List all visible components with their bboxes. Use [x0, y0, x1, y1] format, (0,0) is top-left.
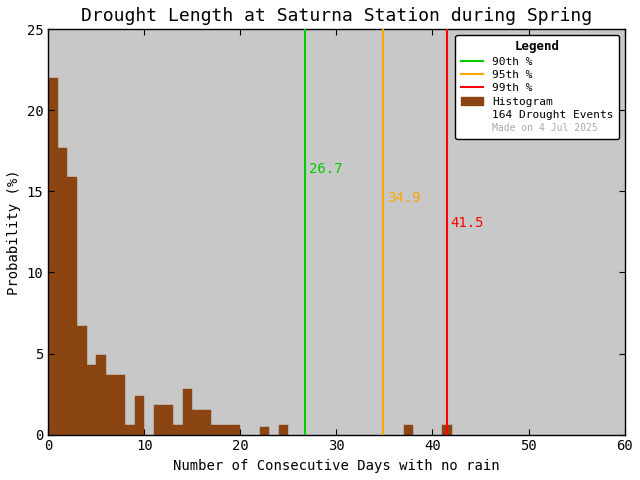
- Bar: [221, 425, 230, 434]
- Bar: [154, 406, 163, 434]
- Bar: [48, 78, 58, 434]
- Bar: [404, 425, 413, 434]
- Bar: [173, 425, 182, 434]
- Bar: [134, 396, 144, 434]
- Bar: [67, 177, 77, 434]
- Bar: [163, 406, 173, 434]
- Text: 26.7: 26.7: [308, 162, 342, 176]
- Bar: [192, 410, 202, 434]
- Bar: [125, 425, 134, 434]
- Bar: [58, 148, 67, 434]
- Legend: 90th %, 95th %, 99th %, Histogram, 164 Drought Events, Made on 4 Jul 2025: 90th %, 95th %, 99th %, Histogram, 164 D…: [456, 35, 619, 139]
- Bar: [86, 365, 96, 434]
- Bar: [211, 425, 221, 434]
- Bar: [442, 425, 452, 434]
- Bar: [202, 410, 211, 434]
- Bar: [182, 389, 192, 434]
- Bar: [279, 425, 289, 434]
- Y-axis label: Probability (%): Probability (%): [7, 169, 21, 295]
- Bar: [106, 375, 115, 434]
- Bar: [77, 326, 86, 434]
- X-axis label: Number of Consecutive Days with no rain: Number of Consecutive Days with no rain: [173, 459, 500, 473]
- Bar: [115, 375, 125, 434]
- Bar: [230, 425, 240, 434]
- Text: 41.5: 41.5: [451, 216, 484, 230]
- Bar: [96, 355, 106, 434]
- Text: 34.9: 34.9: [387, 192, 421, 205]
- Bar: [259, 427, 269, 434]
- Title: Drought Length at Saturna Station during Spring: Drought Length at Saturna Station during…: [81, 7, 592, 25]
